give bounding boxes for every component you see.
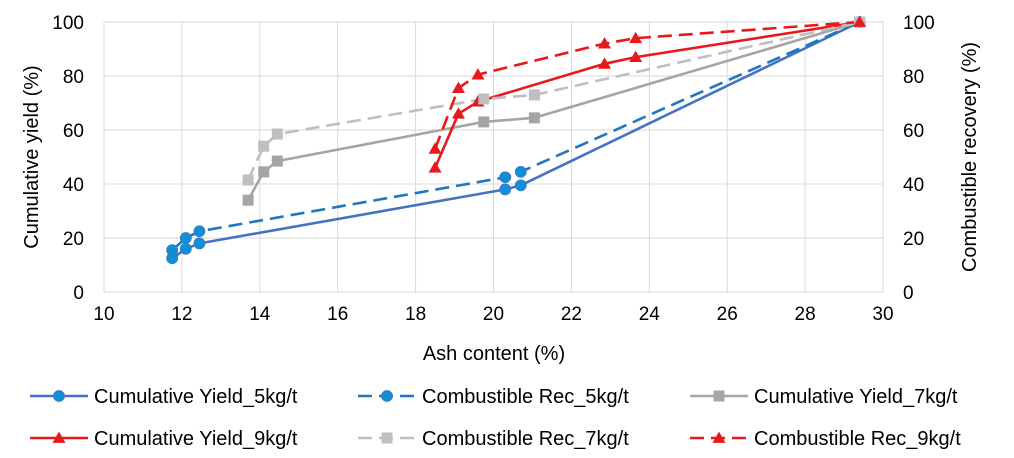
- series-line-combustible-rec-7kg-t: [246, 20, 860, 181]
- data-point-combustible-rec-7kg-t: [478, 93, 490, 105]
- data-point-combustible-rec-5kg-t: [166, 244, 179, 257]
- legend-item-combustible-rec-5kg-t: Combustible Rec_5kg/t: [358, 386, 629, 408]
- y2-tick-label: 40: [903, 175, 924, 196]
- y-tick-label: 20: [63, 229, 84, 250]
- data-point-combustible-rec-9kg-t: [598, 37, 612, 49]
- series-line-cumulative-yield-9kg-t: [433, 20, 860, 169]
- data-point-cumulative-yield-9kg-t: [629, 50, 643, 62]
- y-axis-ticks: 0 20 40 60 80 100: [52, 13, 84, 304]
- data-point-combustible-rec-7kg-t: [258, 140, 270, 152]
- y2-tick-label: 0: [903, 283, 914, 304]
- data-point-combustible-rec-5kg-t: [179, 232, 192, 244]
- data-point-cumulative-yield-5kg-t: [499, 183, 512, 196]
- x-axis-ticks: 10 12 14 16 18 20 22 24 26 28 30: [93, 304, 893, 325]
- x-tick-label: 22: [561, 304, 582, 325]
- data-point-cumulative-yield-9kg-t: [598, 57, 612, 69]
- legend-marker: [53, 390, 65, 402]
- data-point-cumulative-yield-7kg-t: [271, 155, 283, 167]
- legend: Cumulative Yield_5kg/t Combustible Rec_5k…: [30, 386, 961, 450]
- data-point-cumulative-yield-9kg-t: [451, 107, 465, 119]
- data-point-combustible-rec-5kg-t: [193, 225, 206, 238]
- data-point-cumulative-yield-7kg-t: [242, 194, 254, 206]
- series-line-combustible-rec-5kg-t: [171, 20, 861, 252]
- x-tick-label: 30: [872, 304, 893, 325]
- legend-label: Cumulative Yield_7kg/t: [754, 386, 958, 408]
- y-tick-label: 100: [52, 13, 84, 34]
- x-tick-label: 16: [327, 304, 348, 325]
- legend-marker: [52, 431, 66, 443]
- legend-label: Combustible Rec_9kg/t: [754, 428, 961, 450]
- data-point-cumulative-yield-7kg-t: [478, 116, 490, 128]
- y2-tick-label: 100: [903, 13, 935, 34]
- y2-tick-label: 20: [903, 229, 924, 250]
- x-axis-title: Ash content (%): [423, 343, 565, 365]
- gridlines: [103, 21, 884, 293]
- x-tick-label: 10: [93, 304, 114, 325]
- x-tick-label: 12: [171, 304, 192, 325]
- legend-label: Cumulative Yield_5kg/t: [94, 386, 298, 408]
- series-line-cumulative-yield-7kg-t: [246, 20, 860, 201]
- series-lines: [171, 20, 861, 260]
- data-point-cumulative-yield-5kg-t: [179, 242, 192, 255]
- y-tick-label: 60: [63, 121, 84, 142]
- x-tick-label: 18: [405, 304, 426, 325]
- legend-item-combustible-rec-7kg-t: Combustible Rec_7kg/t: [358, 428, 629, 450]
- data-point-combustible-rec-5kg-t: [499, 171, 512, 184]
- data-point-combustible-rec-9kg-t: [629, 31, 643, 44]
- x-tick-label: 26: [717, 304, 738, 325]
- legend-marker: [381, 432, 393, 444]
- legend-item-combustible-rec-9kg-t: Combustible Rec_9kg/t: [690, 428, 961, 450]
- x-tick-label: 14: [249, 304, 271, 325]
- x-tick-label: 24: [639, 304, 661, 325]
- legend-label: Cumulative Yield_9kg/t: [94, 428, 298, 450]
- y2-tick-label: 80: [903, 67, 924, 88]
- y2-axis-title: Combustible recovery (%): [959, 42, 981, 272]
- data-point-combustible-rec-7kg-t: [528, 89, 540, 101]
- legend-marker: [712, 431, 726, 443]
- series-line-combustible-rec-9kg-t: [433, 20, 860, 150]
- data-point-cumulative-yield-5kg-t: [193, 237, 206, 250]
- legend-label: Combustible Rec_7kg/t: [422, 428, 629, 450]
- y2-axis-ticks: 0 20 40 60 80 100: [903, 13, 935, 304]
- y-tick-label: 0: [73, 283, 84, 304]
- series-markers: [166, 15, 867, 265]
- legend-label: Combustible Rec_5kg/t: [422, 386, 629, 408]
- y-tick-label: 40: [63, 175, 84, 196]
- data-point-combustible-rec-5kg-t: [514, 165, 527, 178]
- y-tick-label: 80: [63, 67, 84, 88]
- legend-marker: [381, 390, 393, 402]
- data-point-combustible-rec-7kg-t: [242, 174, 254, 186]
- data-point-combustible-rec-9kg-t: [428, 142, 442, 154]
- data-point-combustible-rec-7kg-t: [271, 128, 283, 140]
- data-point-cumulative-yield-7kg-t: [528, 112, 540, 124]
- x-tick-label: 20: [483, 304, 504, 325]
- data-point-combustible-rec-9kg-t: [471, 68, 485, 80]
- x-tick-label: 28: [795, 304, 816, 325]
- y2-tick-label: 60: [903, 121, 924, 142]
- data-point-combustible-rec-9kg-t: [853, 15, 867, 27]
- y-axis-title: Cumulative yield (%): [21, 65, 43, 248]
- data-point-cumulative-yield-5kg-t: [514, 179, 527, 192]
- series-line-cumulative-yield-5kg-t: [171, 20, 861, 260]
- data-point-cumulative-yield-9kg-t: [428, 161, 442, 173]
- data-point-combustible-rec-9kg-t: [451, 81, 465, 94]
- legend-item-cumulative-yield-7kg-t: Cumulative Yield_7kg/t: [690, 386, 958, 408]
- legend-item-cumulative-yield-9kg-t: Cumulative Yield_9kg/t: [30, 428, 298, 450]
- legend-item-cumulative-yield-5kg-t: Cumulative Yield_5kg/t: [30, 386, 298, 408]
- legend-marker: [713, 390, 725, 402]
- data-point-cumulative-yield-7kg-t: [258, 166, 270, 178]
